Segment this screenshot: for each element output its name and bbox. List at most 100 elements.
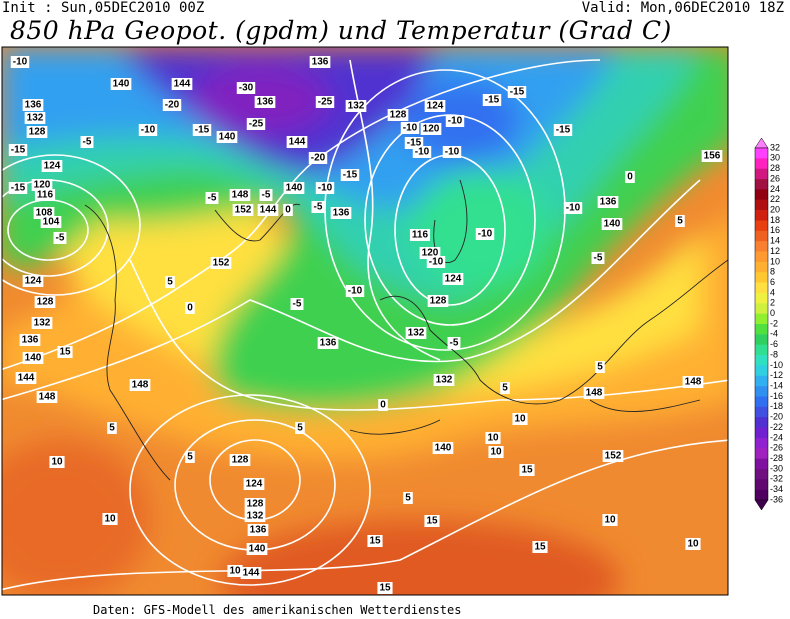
contour-label-bg [244,510,266,522]
contour-label-bg [311,201,325,213]
colorbar-swatch [755,148,768,159]
contour-label: -20 [165,100,180,111]
contour-label-bg [232,204,254,216]
contour-label: 136 [312,57,329,68]
contour-label-bg [512,413,528,425]
contour-label-bg [308,152,328,164]
colorbar-label: -18 [770,401,783,411]
contour-label: -10 [445,147,460,158]
contour-label-bg [367,535,383,547]
contour-label: 5 [502,383,508,394]
colorbar-label: -8 [770,349,778,359]
contour-label: 140 [113,79,130,90]
contour-label: 152 [605,451,622,462]
contour-label-bg [40,216,62,228]
colorbar-swatch [755,375,768,387]
contour-label-bg [185,302,195,314]
contour-label-bg [426,256,446,268]
contour-label: -25 [318,97,333,108]
contour-label-bg [10,56,30,68]
colorbar-top-arrow [754,137,769,149]
contour-label-bg [138,124,158,136]
contour-label-bg [244,498,266,510]
contour-label-bg [8,182,28,194]
contour-label: 148 [232,190,249,201]
colorbar-swatch [755,479,768,490]
contour-label-bg [442,273,464,285]
contour-label: 128 [29,127,46,138]
colorbar-swatch [755,272,768,283]
contour-label: -5 [208,193,217,204]
contour-label: 124 [246,479,263,490]
contour-label-bg [247,524,269,536]
contour-label: -5 [83,137,92,148]
colorbar-label: -10 [770,360,783,370]
contour-label: 124 [427,101,444,112]
contour-label: 5 [187,452,193,463]
colorbar-swatch [755,324,768,335]
coastlines [84,179,728,481]
colorbar-swatch [755,158,768,170]
contour-label-bg [340,169,360,181]
contour-label-bg [107,422,117,434]
contour-label-bg [309,56,331,68]
contour-label: 140 [25,353,42,364]
contour-label: -10 [13,57,28,68]
contour-label-bg [553,124,573,136]
colorbar-swatch [755,241,768,252]
colorbar-label: 6 [770,277,775,287]
colorbar-swatch [755,417,768,428]
contour-label: 140 [286,183,303,194]
contour-label-bg [424,100,446,112]
contour-label-bg [49,456,65,468]
contour-label: 144 [174,79,191,90]
contour-label: -5 [594,253,603,264]
contour-label: -10 [566,203,581,214]
contour-label: 144 [243,568,260,579]
contour-label-bg [432,442,454,454]
contour-label-bg [257,204,279,216]
contour-label: 148 [586,388,603,399]
contour-label-bg [317,337,339,349]
contour-label-bg [283,204,293,216]
contour-label-bg [602,514,618,526]
contour-label-bg [31,317,53,329]
contour-label: -15 [510,87,525,98]
colorbar-label: 4 [770,287,775,297]
title: 850 hPa Geopot. (gpdm) und Temperatur (G… [10,16,672,45]
colorbar-swatch [755,199,768,211]
colorbar-label: -32 [770,474,783,484]
contour-label: 128 [430,296,447,307]
contour-label: -10 [448,116,463,127]
contour-label: 10 [487,433,499,444]
contour-label-bg [591,252,605,264]
contour-label: 124 [25,276,42,287]
contour-label-bg [597,196,619,208]
colorbar-label: -26 [770,443,783,453]
contour-label: 140 [435,443,452,454]
contour-label-bg [34,189,56,201]
colorbar-swatch [755,448,768,459]
contour-label-bg [675,215,685,227]
colorbar-swatch [755,251,768,263]
contour-label: 132 [247,511,264,522]
contour-label: -30 [239,83,254,94]
contour-label-bg [482,94,502,106]
contour-label: 136 [25,100,42,111]
colorbar-label: -4 [770,329,778,339]
contour-label: 10 [490,447,502,458]
contour-label: -15 [407,138,422,149]
contour-label-bg [185,451,195,463]
contour-label-bg [22,99,44,111]
contour-label-bg [420,123,442,135]
contour-label-bg [595,361,605,373]
colorbar-label: -24 [770,432,783,442]
contour-label: -5 [314,202,323,213]
contour-label-bg [102,513,118,525]
colorbar-label: 18 [770,215,780,225]
contour-label-bg [442,146,462,158]
colorbar: 32302826242220181614121086420-2-4-6-8-10… [754,137,783,511]
contour-label: 128 [37,297,54,308]
colorbar-swatch [755,313,768,325]
colorbar-label: 30 [770,153,780,163]
